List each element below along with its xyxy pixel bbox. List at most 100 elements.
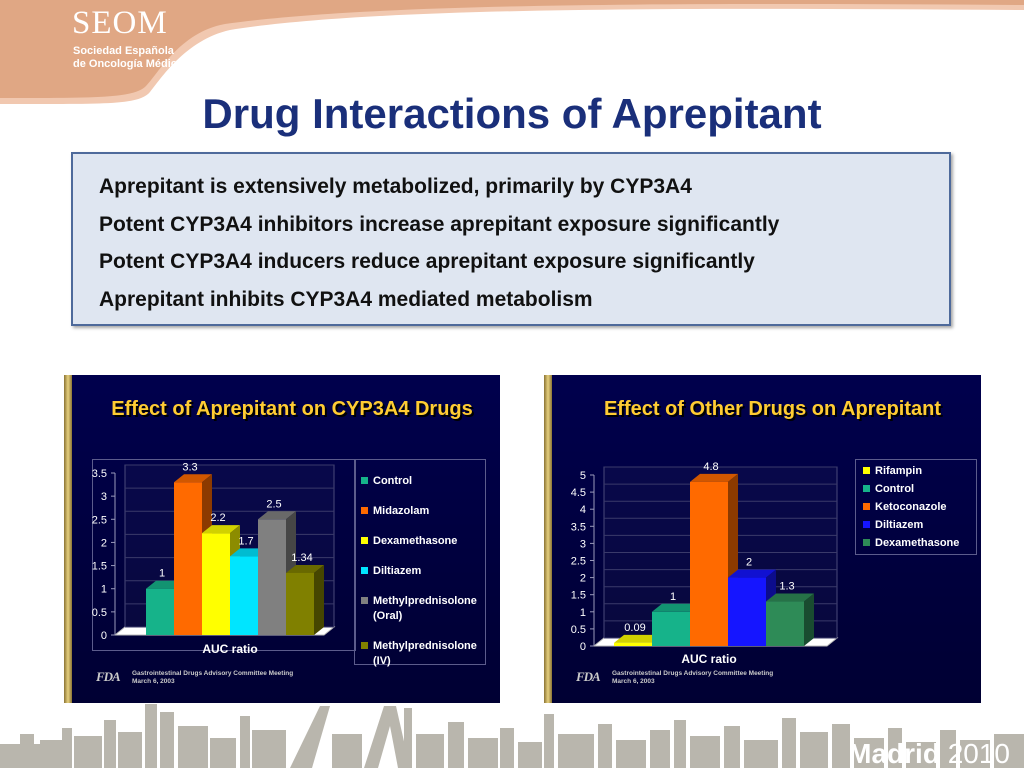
bar-side bbox=[314, 564, 324, 635]
brand-year: 2010 bbox=[947, 738, 1010, 769]
legend-entry: Diltiazem bbox=[373, 565, 422, 577]
legend-swatch bbox=[361, 642, 368, 649]
legend-entry: Diltiazem bbox=[875, 519, 924, 531]
data-label: 0.09 bbox=[624, 622, 645, 634]
legend-entry: Methylprednisolone bbox=[373, 640, 477, 652]
panel-accent-bar bbox=[64, 375, 72, 703]
chart-title-left: Effect of Aprepitant on CYP3A4 Drugs bbox=[111, 398, 473, 420]
madrid-skyline bbox=[0, 704, 1024, 768]
legend-entry: Ketoconazole bbox=[875, 501, 947, 513]
bar bbox=[652, 611, 690, 646]
legend-swatch bbox=[863, 485, 870, 492]
madrid-2010-logo: Madrid 2010 bbox=[848, 738, 1010, 770]
x-axis-label: AUC ratio bbox=[681, 652, 736, 666]
logo-subtitle-line1: Sociedad Española bbox=[73, 45, 174, 57]
legend-swatch bbox=[361, 537, 368, 544]
legend-entry: Methylprednisolone bbox=[373, 595, 477, 607]
data-label: 1.7 bbox=[238, 535, 253, 547]
y-tick-label: 1 bbox=[580, 607, 586, 619]
legend-frame-right bbox=[855, 459, 977, 555]
y-tick-label: 2 bbox=[580, 573, 586, 585]
bar-top bbox=[174, 474, 212, 483]
legend-entry: Midazolam bbox=[373, 505, 429, 517]
bullet-item: Aprepitant inhibits CYP3A4 mediated meta… bbox=[99, 287, 593, 311]
bullet-list: Aprepitant is extensively metabolized, p… bbox=[73, 154, 949, 318]
data-label: 1 bbox=[159, 568, 165, 580]
brand-city: Madrid bbox=[848, 738, 940, 769]
y-tick-label: 3 bbox=[101, 491, 107, 503]
y-tick-label: 2.5 bbox=[92, 514, 107, 526]
y-tick-label: 4.5 bbox=[571, 487, 586, 499]
legend-entry: (Oral) bbox=[373, 610, 403, 622]
chart-panel-right: Effect of Other Drugs on Aprepitant 0 0.5… bbox=[544, 375, 981, 703]
logo-subtitle-line2: de Oncología Médica bbox=[73, 58, 184, 70]
legend-entry: (IV) bbox=[373, 655, 391, 667]
y-tick-label: 1.5 bbox=[92, 561, 107, 573]
y-tick-label: 0 bbox=[101, 630, 107, 642]
bar bbox=[690, 481, 728, 646]
data-label: 1 bbox=[670, 591, 676, 603]
bullet-item: Potent CYP3A4 inducers reduce aprepitant… bbox=[99, 250, 755, 273]
legend-swatch bbox=[361, 597, 368, 604]
y-tick-label: 5 bbox=[580, 470, 586, 482]
y-tick-label: 3.5 bbox=[571, 521, 586, 533]
data-label: 4.8 bbox=[703, 461, 718, 473]
bar-top bbox=[766, 593, 814, 602]
plot-frame-left bbox=[92, 459, 356, 651]
y-tick-label: 2.5 bbox=[571, 556, 586, 568]
chart-panel-left: Effect of Aprepitant on CYP3A4 Drugs 0 0.… bbox=[64, 375, 500, 703]
chart-title-right: Effect of Other Drugs on Aprepitant bbox=[603, 398, 942, 420]
bar-top bbox=[690, 473, 738, 482]
bar-top bbox=[202, 525, 240, 534]
data-label: 1.3 bbox=[779, 581, 794, 593]
page-title: Drug Interactions of Aprepitant bbox=[202, 90, 822, 137]
data-label: 1.34 bbox=[291, 552, 312, 564]
bar-chart-right: 0 0.5 1 1.5 2 2.5 3 3.5 4 4.5 5 0.09 1 4.8 2 1.3 AUC rat… bbox=[571, 461, 960, 666]
footer-meeting: Gastrointestinal Drugs Advisory Committe… bbox=[612, 670, 774, 677]
fda-logo: FDA bbox=[96, 669, 121, 684]
bar bbox=[286, 572, 314, 635]
bullet-item: Aprepitant is extensively metabolized, p… bbox=[99, 175, 692, 198]
panel-accent-bar bbox=[544, 375, 552, 703]
bar-top bbox=[614, 634, 662, 643]
seom-logo-banner bbox=[0, 0, 1024, 104]
legend-swatch bbox=[863, 521, 870, 528]
legend-entry: Dexamethasone bbox=[373, 535, 457, 547]
bar-top bbox=[286, 564, 324, 573]
data-label: 2.5 bbox=[266, 498, 281, 510]
bar bbox=[174, 482, 202, 635]
y-tick-label: 0 bbox=[580, 641, 586, 653]
bar-top bbox=[258, 511, 296, 520]
bullet-item: Potent CYP3A4 inhibitors increase aprepi… bbox=[99, 212, 780, 236]
y-tick-label: 1 bbox=[101, 584, 107, 596]
footer-text: Gastrointestinal Drugs Advisory Committe… bbox=[612, 670, 773, 685]
bar bbox=[766, 601, 804, 646]
y-tick-label: 0.5 bbox=[92, 607, 107, 619]
data-label: 2.2 bbox=[210, 512, 225, 524]
legend-swatch bbox=[863, 539, 870, 546]
y-tick-label: 2 bbox=[101, 537, 107, 549]
fda-logo: FDA bbox=[576, 669, 601, 684]
legend-swatch bbox=[863, 503, 870, 510]
footer-meeting: Gastrointestinal Drugs Advisory Committe… bbox=[132, 670, 294, 677]
bar bbox=[146, 588, 174, 635]
legend-swatch bbox=[361, 507, 368, 514]
legend-entry: Dexamethasone bbox=[875, 537, 959, 549]
legend-entry: Control bbox=[875, 483, 914, 495]
bar-side bbox=[804, 593, 814, 646]
logo-title: SEOM bbox=[72, 5, 168, 41]
bar-chart-left: 0 0.5 1 1.5 2 2.5 3 3.5 1 3.3 2.2 1.7 2.5 1.34 AUC rat… bbox=[92, 461, 477, 667]
y-tick-label: 3.5 bbox=[92, 468, 107, 480]
legend-swatch bbox=[361, 477, 368, 484]
bar-top bbox=[728, 569, 776, 578]
legend-frame-left bbox=[354, 459, 486, 665]
bar bbox=[258, 519, 286, 635]
footer-date: March 6, 2003 bbox=[612, 677, 655, 685]
legend-swatch bbox=[863, 467, 870, 474]
bar bbox=[728, 577, 766, 646]
x-axis-label: AUC ratio bbox=[202, 642, 257, 656]
y-tick-label: 1.5 bbox=[571, 590, 586, 602]
y-tick-label: 4 bbox=[580, 504, 586, 516]
footer-date: March 6, 2003 bbox=[132, 677, 175, 685]
data-label: 3.3 bbox=[182, 461, 197, 473]
